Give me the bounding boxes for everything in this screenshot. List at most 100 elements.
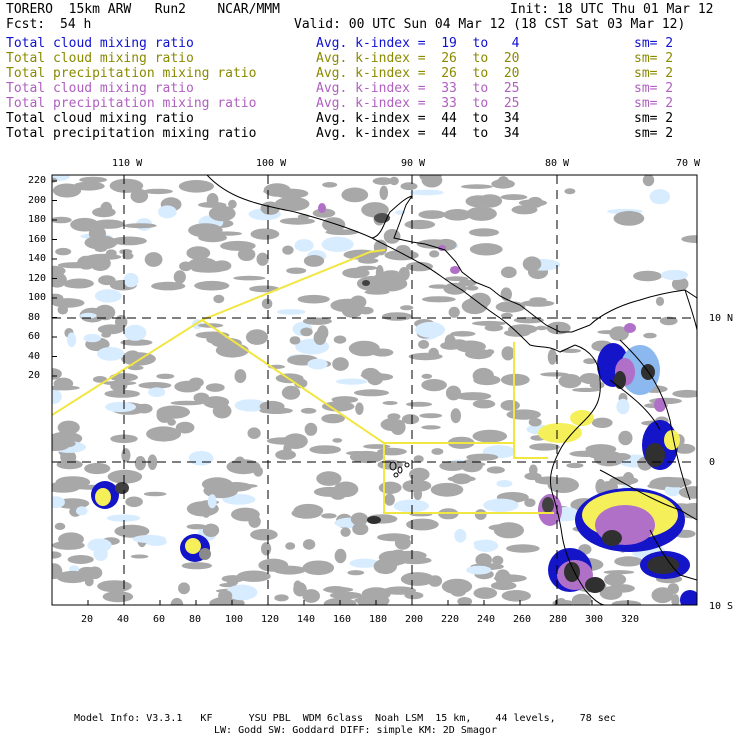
cloud-patch xyxy=(322,217,346,233)
cloud-patch xyxy=(104,389,140,398)
cloud-patch xyxy=(294,239,314,252)
cloud-patch xyxy=(409,467,430,482)
cloud-patch xyxy=(57,420,80,435)
cloud-patch xyxy=(92,376,108,383)
y-tick-label: 200 xyxy=(28,194,47,206)
cloud-patch xyxy=(431,448,444,455)
cloud-patch xyxy=(335,378,368,385)
cloud-patch xyxy=(302,317,332,325)
cloud-patch xyxy=(350,512,368,526)
cloud-patch xyxy=(384,493,395,506)
model-info: Model Info: V3.3.1 KF YSU PBL WDM 6class… xyxy=(74,713,616,724)
cloud-patch xyxy=(390,419,406,436)
cloud-patch xyxy=(571,593,592,605)
cloud-patch xyxy=(561,348,581,353)
cloud-patch xyxy=(329,486,347,500)
cloud-patch xyxy=(546,321,571,335)
cloud-patch xyxy=(245,329,269,345)
cloud-patch xyxy=(373,558,397,575)
cloud-patch xyxy=(333,335,347,344)
cloud-patch xyxy=(404,219,436,230)
cloud-patch xyxy=(276,309,306,315)
cloud-patch xyxy=(56,570,89,584)
cloud-patch xyxy=(300,407,317,414)
cloud-patch xyxy=(466,565,492,575)
cloud-patch xyxy=(121,448,131,463)
cloud-patch xyxy=(52,563,63,580)
cloud-patch xyxy=(151,281,186,291)
cloud-patch xyxy=(583,358,597,365)
cloud-patch xyxy=(321,236,354,252)
cloud-patch xyxy=(114,524,150,538)
cloud-patch xyxy=(406,518,439,531)
cloud-patch xyxy=(219,583,237,588)
cloud-patch xyxy=(212,260,232,272)
x-tick-label: 180 xyxy=(369,614,388,625)
cloud-patch xyxy=(135,403,153,414)
cloud-patch xyxy=(418,339,430,349)
cloud-patch xyxy=(57,305,69,315)
legend-field: Total precipitation mixing ratio xyxy=(6,66,257,81)
cloud-patch xyxy=(111,236,147,246)
cloud-patch xyxy=(52,272,67,288)
cloud-patch xyxy=(274,594,289,602)
cloud-patch xyxy=(261,298,273,310)
legend-field: Total cloud mixing ratio xyxy=(6,111,194,126)
cloud-patch xyxy=(259,400,285,413)
cloud-patch xyxy=(87,538,112,553)
cloud-patch xyxy=(407,262,425,270)
cloud-patch xyxy=(123,223,157,229)
cloud-patch xyxy=(372,177,394,186)
x-tick-label: 100 xyxy=(225,614,244,625)
cloud-patch xyxy=(495,301,526,313)
cloud-patch xyxy=(366,371,384,386)
cloud-patch xyxy=(279,217,315,225)
cloud-patch xyxy=(421,425,441,430)
cloud-patch xyxy=(297,294,330,304)
cloud-patch xyxy=(144,252,163,267)
cloud-patch xyxy=(87,566,103,580)
cloud-patch xyxy=(291,507,322,519)
cloud-patch xyxy=(80,312,97,319)
cloud-patch xyxy=(92,207,116,218)
x-tick-label: 140 xyxy=(297,614,316,625)
cloud-patch xyxy=(603,570,635,575)
cloud-patch xyxy=(522,256,542,272)
cloud-patch xyxy=(455,392,492,401)
cloud-patch xyxy=(124,324,147,341)
cloud-patch xyxy=(488,524,515,531)
cloud-patch xyxy=(303,255,325,267)
cloud-patch xyxy=(566,462,584,469)
cloud-patch xyxy=(76,506,88,516)
legend-sm: sm= 2 xyxy=(634,81,674,96)
cloud-patch xyxy=(421,296,456,303)
cloud-patch xyxy=(384,250,419,261)
legend-kindex: Avg. k-index = 19 to 4 xyxy=(316,36,520,51)
cloud-patch xyxy=(132,534,167,544)
cloud-patch xyxy=(395,550,427,561)
cloud-patch xyxy=(98,275,116,286)
cloud-patch xyxy=(206,193,219,207)
cloud-patch xyxy=(73,181,105,191)
cloud-patch xyxy=(175,421,195,434)
cloud-patch xyxy=(52,551,62,559)
cloud-patch xyxy=(547,349,557,365)
cloud-patch xyxy=(349,558,380,568)
cloud-patch xyxy=(250,228,280,240)
cloud-patch xyxy=(52,298,85,308)
cloud-patch xyxy=(671,277,689,291)
legend-sm: sm= 2 xyxy=(634,36,674,51)
x-tick-label: 260 xyxy=(513,614,532,625)
cloud-patch xyxy=(334,548,347,564)
cloud-patch xyxy=(429,250,440,258)
cloud-patch xyxy=(419,413,443,419)
cloud-patch xyxy=(156,373,175,379)
cloud-patch xyxy=(443,209,472,221)
y-tick-label: 160 xyxy=(28,233,47,245)
cloud-patch xyxy=(52,389,62,404)
cloud-patch xyxy=(203,483,239,499)
forecast-label: Fcst: xyxy=(6,17,46,32)
cloud-patch xyxy=(52,442,69,451)
cloud-patch xyxy=(52,216,72,224)
cloud-patch xyxy=(471,320,506,326)
